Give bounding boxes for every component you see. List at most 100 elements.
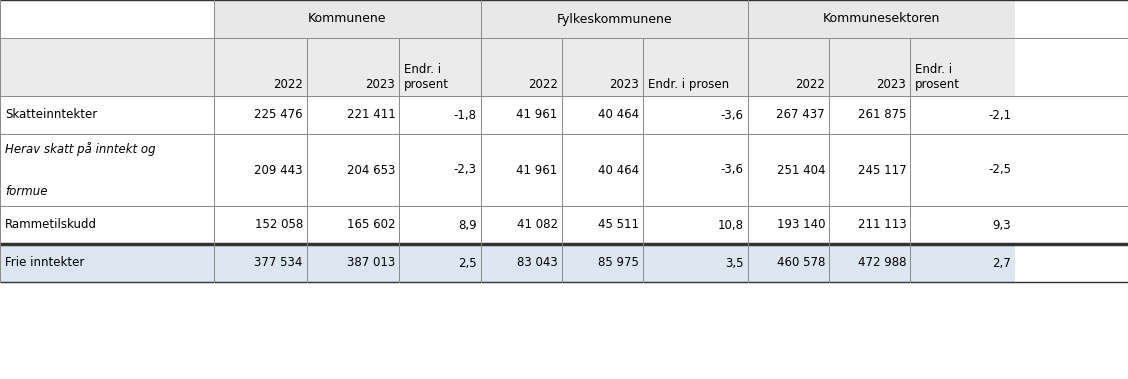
Text: Rammetilskudd: Rammetilskudd (5, 219, 97, 232)
Bar (748, 38, 829, 96)
Text: Endr. i
prosent: Endr. i prosent (404, 63, 449, 91)
Bar (748, 96, 829, 134)
Bar (562, 134, 643, 206)
Bar (562, 206, 643, 244)
Bar (829, 96, 910, 134)
Bar (910, 38, 1015, 96)
Text: 9,3: 9,3 (993, 219, 1011, 232)
Text: 45 511: 45 511 (598, 219, 638, 232)
Text: 211 113: 211 113 (857, 219, 906, 232)
Bar (307, 206, 399, 244)
Text: -3,6: -3,6 (721, 108, 743, 122)
Text: 152 058: 152 058 (255, 219, 302, 232)
Text: 85 975: 85 975 (598, 257, 638, 269)
Text: Frie inntekter: Frie inntekter (5, 257, 85, 269)
Bar (481, 0, 748, 38)
Text: -1,8: -1,8 (453, 108, 476, 122)
Bar (481, 96, 562, 134)
Bar (481, 38, 562, 96)
Bar (0, 244, 214, 282)
Text: Endr. i prosen: Endr. i prosen (647, 78, 729, 91)
Bar (562, 38, 643, 96)
Text: Skatteinntekter: Skatteinntekter (5, 108, 97, 122)
Bar (399, 38, 481, 96)
Text: Kommunesektoren: Kommunesektoren (822, 13, 941, 25)
Text: -2,3: -2,3 (453, 163, 476, 177)
Text: 2023: 2023 (876, 78, 906, 91)
Bar (0, 0, 214, 38)
Text: 251 404: 251 404 (776, 163, 825, 177)
Text: formue: formue (5, 185, 47, 198)
Bar (481, 206, 562, 244)
Text: 2022: 2022 (273, 78, 302, 91)
Text: -2,1: -2,1 (988, 108, 1011, 122)
Text: 377 534: 377 534 (255, 257, 302, 269)
Text: 2,7: 2,7 (993, 257, 1011, 269)
Bar (643, 244, 748, 282)
Bar (399, 96, 481, 134)
Bar (0, 134, 214, 206)
Bar (481, 244, 562, 282)
Text: 10,8: 10,8 (717, 219, 743, 232)
Text: 40 464: 40 464 (598, 108, 638, 122)
Bar (562, 244, 643, 282)
Text: Endr. i
prosent: Endr. i prosent (915, 63, 960, 91)
Text: 193 140: 193 140 (776, 219, 825, 232)
Text: 261 875: 261 875 (857, 108, 906, 122)
Text: 8,9: 8,9 (458, 219, 476, 232)
Bar (214, 96, 307, 134)
Bar (0, 96, 214, 134)
Bar (643, 96, 748, 134)
Text: 40 464: 40 464 (598, 163, 638, 177)
Bar (562, 96, 643, 134)
Text: 2022: 2022 (528, 78, 557, 91)
Text: 387 013: 387 013 (347, 257, 395, 269)
Text: 2023: 2023 (365, 78, 395, 91)
Bar (910, 134, 1015, 206)
Bar (643, 206, 748, 244)
Text: Kommunene: Kommunene (308, 13, 387, 25)
Bar (748, 206, 829, 244)
Bar (0, 38, 214, 96)
Bar (307, 96, 399, 134)
Text: 472 988: 472 988 (857, 257, 906, 269)
Bar (214, 134, 307, 206)
Text: 225 476: 225 476 (254, 108, 302, 122)
Text: 165 602: 165 602 (346, 219, 395, 232)
Text: 460 578: 460 578 (777, 257, 825, 269)
Bar (748, 134, 829, 206)
Bar (829, 206, 910, 244)
Text: -3,6: -3,6 (721, 163, 743, 177)
Bar (307, 244, 399, 282)
Bar (481, 134, 562, 206)
Bar (214, 38, 307, 96)
Text: 2023: 2023 (609, 78, 638, 91)
Bar (910, 206, 1015, 244)
Bar (643, 134, 748, 206)
Text: 41 082: 41 082 (517, 219, 557, 232)
Bar (214, 0, 481, 38)
Bar (748, 244, 829, 282)
Bar (399, 206, 481, 244)
Text: 83 043: 83 043 (517, 257, 557, 269)
Bar (643, 38, 748, 96)
Bar (214, 206, 307, 244)
Bar (214, 244, 307, 282)
Bar (829, 244, 910, 282)
Text: 209 443: 209 443 (254, 163, 302, 177)
Bar (307, 134, 399, 206)
Text: 267 437: 267 437 (776, 108, 825, 122)
Bar (307, 38, 399, 96)
Text: -2,5: -2,5 (988, 163, 1011, 177)
Bar (910, 244, 1015, 282)
Text: 2,5: 2,5 (458, 257, 476, 269)
Text: 3,5: 3,5 (725, 257, 743, 269)
Text: 41 961: 41 961 (517, 163, 557, 177)
Text: Fylkeskommunene: Fylkeskommunene (556, 13, 672, 25)
Bar (399, 244, 481, 282)
Text: 2022: 2022 (795, 78, 825, 91)
Text: 221 411: 221 411 (346, 108, 395, 122)
Bar (829, 134, 910, 206)
Bar (910, 96, 1015, 134)
Text: 245 117: 245 117 (857, 163, 906, 177)
